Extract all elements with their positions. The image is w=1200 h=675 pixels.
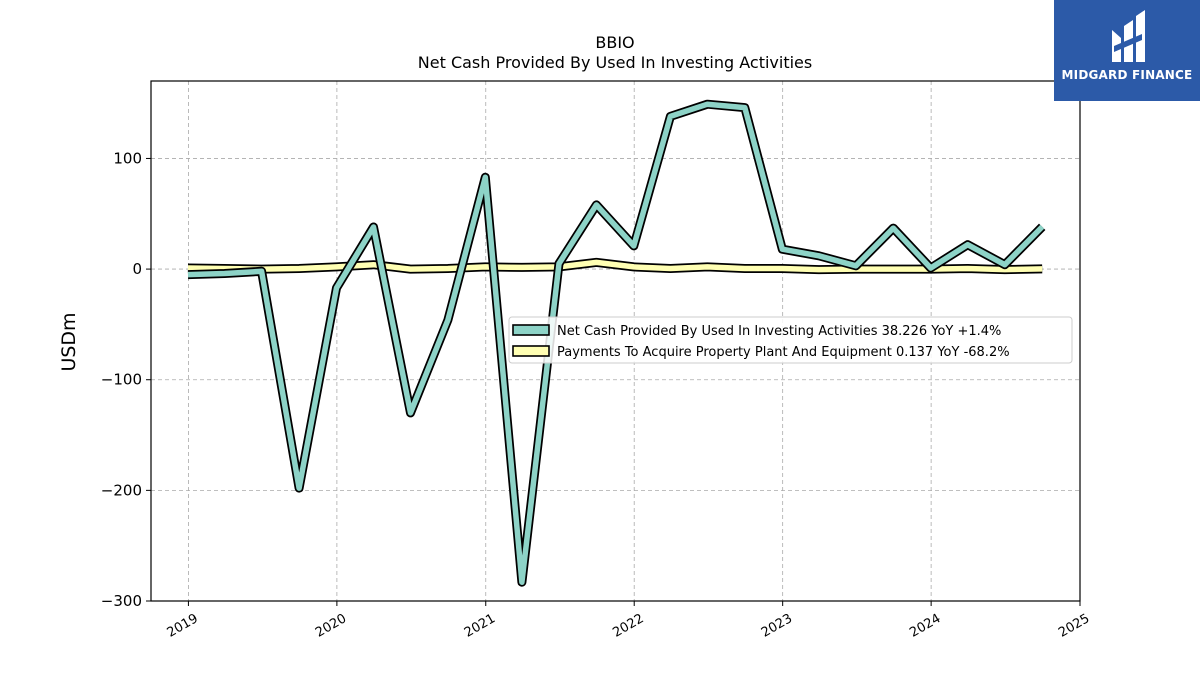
x-tick-label: 2021 xyxy=(462,611,498,641)
y-axis-label: USDm xyxy=(58,312,80,371)
series-lines xyxy=(187,99,1046,587)
x-tick-label: 2022 xyxy=(610,611,646,641)
brand-name: MIDGARD FINANCE xyxy=(1061,68,1193,82)
series-line-2 xyxy=(187,259,1043,273)
legend-entry: Net Cash Provided By Used In Investing A… xyxy=(557,324,1001,339)
logo-mark-icon xyxy=(1112,10,1145,62)
x-tick-label: 2023 xyxy=(759,611,795,641)
legend: Net Cash Provided By Used In Investing A… xyxy=(508,316,1073,364)
x-tick-label: 2019 xyxy=(165,611,201,641)
legend-box xyxy=(508,316,1073,364)
series-line-1 xyxy=(187,101,1045,585)
y-axis: −300 −200 −100 0 100 xyxy=(101,149,151,610)
legend-entry: Payments To Acquire Property Plant And E… xyxy=(557,345,1010,360)
midgard-finance-logo: MIDGARD FINANCE xyxy=(1054,0,1200,101)
chart-title: BBIO xyxy=(595,33,634,52)
legend-swatch xyxy=(512,345,550,357)
x-tick-label: 2024 xyxy=(907,611,943,641)
y-tick-label: 0 xyxy=(132,260,142,278)
y-tick-label: −300 xyxy=(101,592,142,610)
y-tick-label: −200 xyxy=(101,481,142,499)
x-axis: 2019 2020 2021 2022 2023 2024 2025 xyxy=(165,601,1092,641)
y-tick-label: −100 xyxy=(101,371,142,389)
x-tick-label: 2020 xyxy=(313,611,349,641)
legend-swatch xyxy=(512,324,550,336)
x-tick-label: 2025 xyxy=(1056,611,1092,641)
chart-subtitle: Net Cash Provided By Used In Investing A… xyxy=(418,53,812,72)
plot-frame xyxy=(150,80,1081,602)
y-tick-label: 100 xyxy=(113,149,142,167)
